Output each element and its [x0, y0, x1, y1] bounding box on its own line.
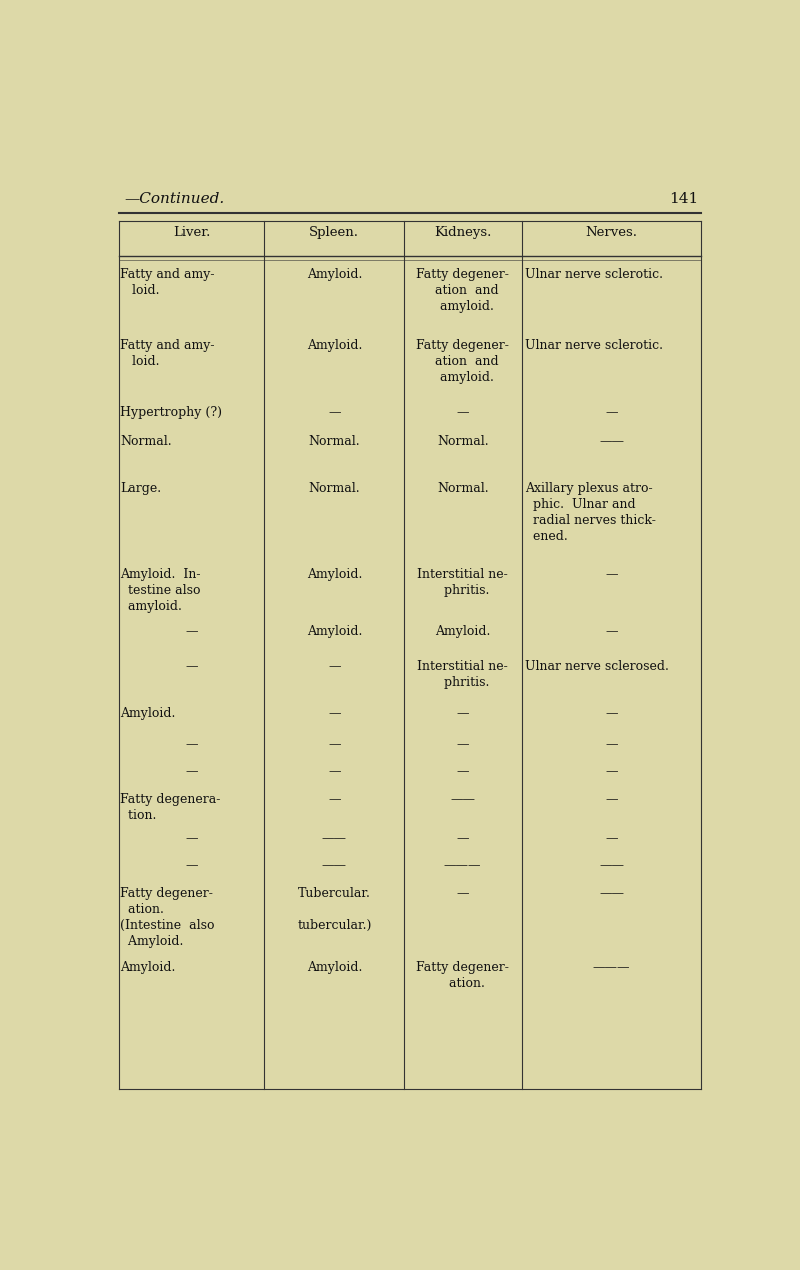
- Text: Amyloid.: Amyloid.: [306, 961, 362, 974]
- Text: —: —: [186, 860, 198, 872]
- Text: Ulnar nerve sclerotic.: Ulnar nerve sclerotic.: [525, 268, 662, 281]
- Text: —: —: [328, 738, 341, 751]
- Text: ——: ——: [322, 832, 347, 845]
- Text: Nerves.: Nerves.: [586, 226, 638, 239]
- Text: —: —: [186, 660, 198, 673]
- Text: Fatty degener-
  ation  and
  amyloid.: Fatty degener- ation and amyloid.: [416, 268, 509, 312]
- Text: Liver.: Liver.: [173, 226, 210, 239]
- Text: —Continued.: —Continued.: [125, 192, 225, 206]
- Text: —: —: [328, 405, 341, 419]
- Text: —: —: [186, 625, 198, 638]
- Text: —: —: [328, 707, 341, 720]
- Text: Fatty degener-
  ation  and
  amyloid.: Fatty degener- ation and amyloid.: [416, 339, 509, 385]
- Text: —: —: [606, 792, 618, 806]
- Text: Normal.: Normal.: [121, 436, 172, 448]
- Text: Kidneys.: Kidneys.: [434, 226, 491, 239]
- Text: —: —: [328, 766, 341, 779]
- Text: Tubercular.

tubercular.): Tubercular. tubercular.): [297, 886, 371, 932]
- Text: —: —: [186, 738, 198, 751]
- Text: Large.: Large.: [121, 481, 162, 495]
- Text: Fatty degener-
  ation.
(Intestine  also
  Amyloid.: Fatty degener- ation. (Intestine also Am…: [121, 886, 215, 947]
- Text: ——: ——: [599, 436, 624, 448]
- Text: —: —: [457, 738, 469, 751]
- Text: —: —: [186, 766, 198, 779]
- Text: Amyloid.: Amyloid.: [306, 268, 362, 281]
- Text: Spleen.: Spleen.: [310, 226, 359, 239]
- Text: ——: ——: [599, 886, 624, 900]
- Text: —: —: [328, 660, 341, 673]
- Text: Ulnar nerve sclerotic.: Ulnar nerve sclerotic.: [525, 339, 662, 352]
- Text: —: —: [606, 738, 618, 751]
- Text: —: —: [328, 792, 341, 806]
- Text: ———: ———: [593, 961, 630, 974]
- Text: 141: 141: [669, 192, 698, 206]
- Text: —: —: [606, 832, 618, 845]
- Text: —: —: [606, 766, 618, 779]
- Text: —: —: [606, 568, 618, 580]
- Text: Interstitial ne-
  phritis.: Interstitial ne- phritis.: [418, 660, 508, 688]
- Text: —: —: [457, 766, 469, 779]
- Text: Hypertrophy (?): Hypertrophy (?): [121, 405, 222, 419]
- Text: Amyloid.  In-
  testine also
  amyloid.: Amyloid. In- testine also amyloid.: [121, 568, 201, 613]
- Text: Amyloid.: Amyloid.: [306, 568, 362, 580]
- Text: —: —: [186, 832, 198, 845]
- Text: Fatty degener-
  ation.: Fatty degener- ation.: [416, 961, 509, 991]
- Text: Ulnar nerve sclerosed.: Ulnar nerve sclerosed.: [525, 660, 669, 673]
- Text: Amyloid.: Amyloid.: [121, 707, 176, 720]
- Text: Fatty degenera-
  tion.: Fatty degenera- tion.: [121, 792, 221, 822]
- Text: —: —: [606, 707, 618, 720]
- Text: —: —: [457, 707, 469, 720]
- Text: ———: ———: [444, 860, 482, 872]
- Text: —: —: [606, 625, 618, 638]
- Text: —: —: [457, 832, 469, 845]
- Text: Normal.: Normal.: [309, 436, 360, 448]
- Text: Fatty and amy-
   loid.: Fatty and amy- loid.: [121, 268, 215, 297]
- Text: Amyloid.: Amyloid.: [435, 625, 490, 638]
- Text: Fatty and amy-
   loid.: Fatty and amy- loid.: [121, 339, 215, 368]
- Text: Normal.: Normal.: [309, 481, 360, 495]
- Text: ——: ——: [450, 792, 475, 806]
- Text: Normal.: Normal.: [437, 436, 489, 448]
- Text: ——: ——: [322, 860, 347, 872]
- Text: —: —: [457, 886, 469, 900]
- Text: Interstitial ne-
  phritis.: Interstitial ne- phritis.: [418, 568, 508, 597]
- Text: —: —: [606, 405, 618, 419]
- Text: ——: ——: [599, 860, 624, 872]
- Text: Axillary plexus atro-
  phic.  Ulnar and
  radial nerves thick-
  ened.: Axillary plexus atro- phic. Ulnar and ra…: [525, 481, 655, 544]
- Text: Normal.: Normal.: [437, 481, 489, 495]
- Text: —: —: [457, 405, 469, 419]
- Text: Amyloid.: Amyloid.: [306, 625, 362, 638]
- Text: Amyloid.: Amyloid.: [121, 961, 176, 974]
- Text: Amyloid.: Amyloid.: [306, 339, 362, 352]
